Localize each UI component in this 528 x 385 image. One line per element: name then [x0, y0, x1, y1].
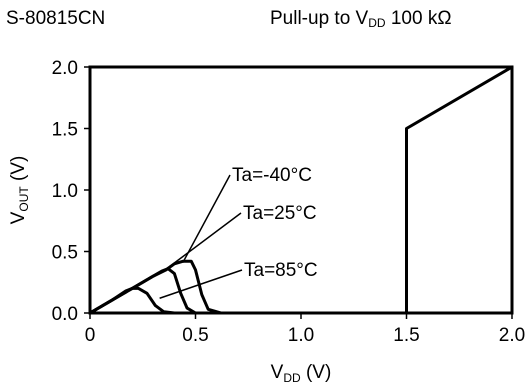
x-axis-ticks: 0 0.5 1.0 1.5 2.0: [85, 313, 525, 346]
y-axis-ticks: 0.0 0.5 1.0 1.5 2.0: [52, 58, 90, 325]
x-axis-title: VDD (V): [271, 362, 332, 385]
y-axis-title: VOUT (V): [8, 156, 31, 225]
y-tick-label: 0.0: [52, 304, 78, 325]
product-name: S-80815CN: [6, 8, 106, 29]
x-tick-label: 2.0: [499, 325, 525, 346]
y-tick-label: 2.0: [52, 58, 78, 79]
annotation-label-2: Ta=85°C: [244, 260, 318, 281]
annotation-labels: Ta=-40°C Ta=25°C Ta=85°C: [232, 165, 318, 281]
leader-lines-group: [159, 174, 243, 299]
annotation-label-0: Ta=-40°C: [232, 165, 312, 186]
y-tick-label: 1.0: [52, 181, 78, 202]
x-tick-label: 0.5: [182, 325, 208, 346]
y-tick-label: 0.5: [52, 243, 78, 264]
annotation-leader-2: [159, 269, 243, 299]
y-tick-label: 1.5: [52, 120, 78, 141]
test-condition: Pull-up to VDD 100 kΩ: [270, 8, 452, 30]
series-line-3: [405, 65, 514, 315]
x-tick-label: 1.0: [288, 325, 314, 346]
annotation-label-1: Ta=25°C: [243, 203, 317, 224]
annotation-leader-0: [182, 174, 231, 263]
x-tick-label: 0: [85, 325, 96, 346]
annotation-leader-1: [161, 212, 242, 274]
x-tick-label: 1.5: [393, 325, 419, 346]
